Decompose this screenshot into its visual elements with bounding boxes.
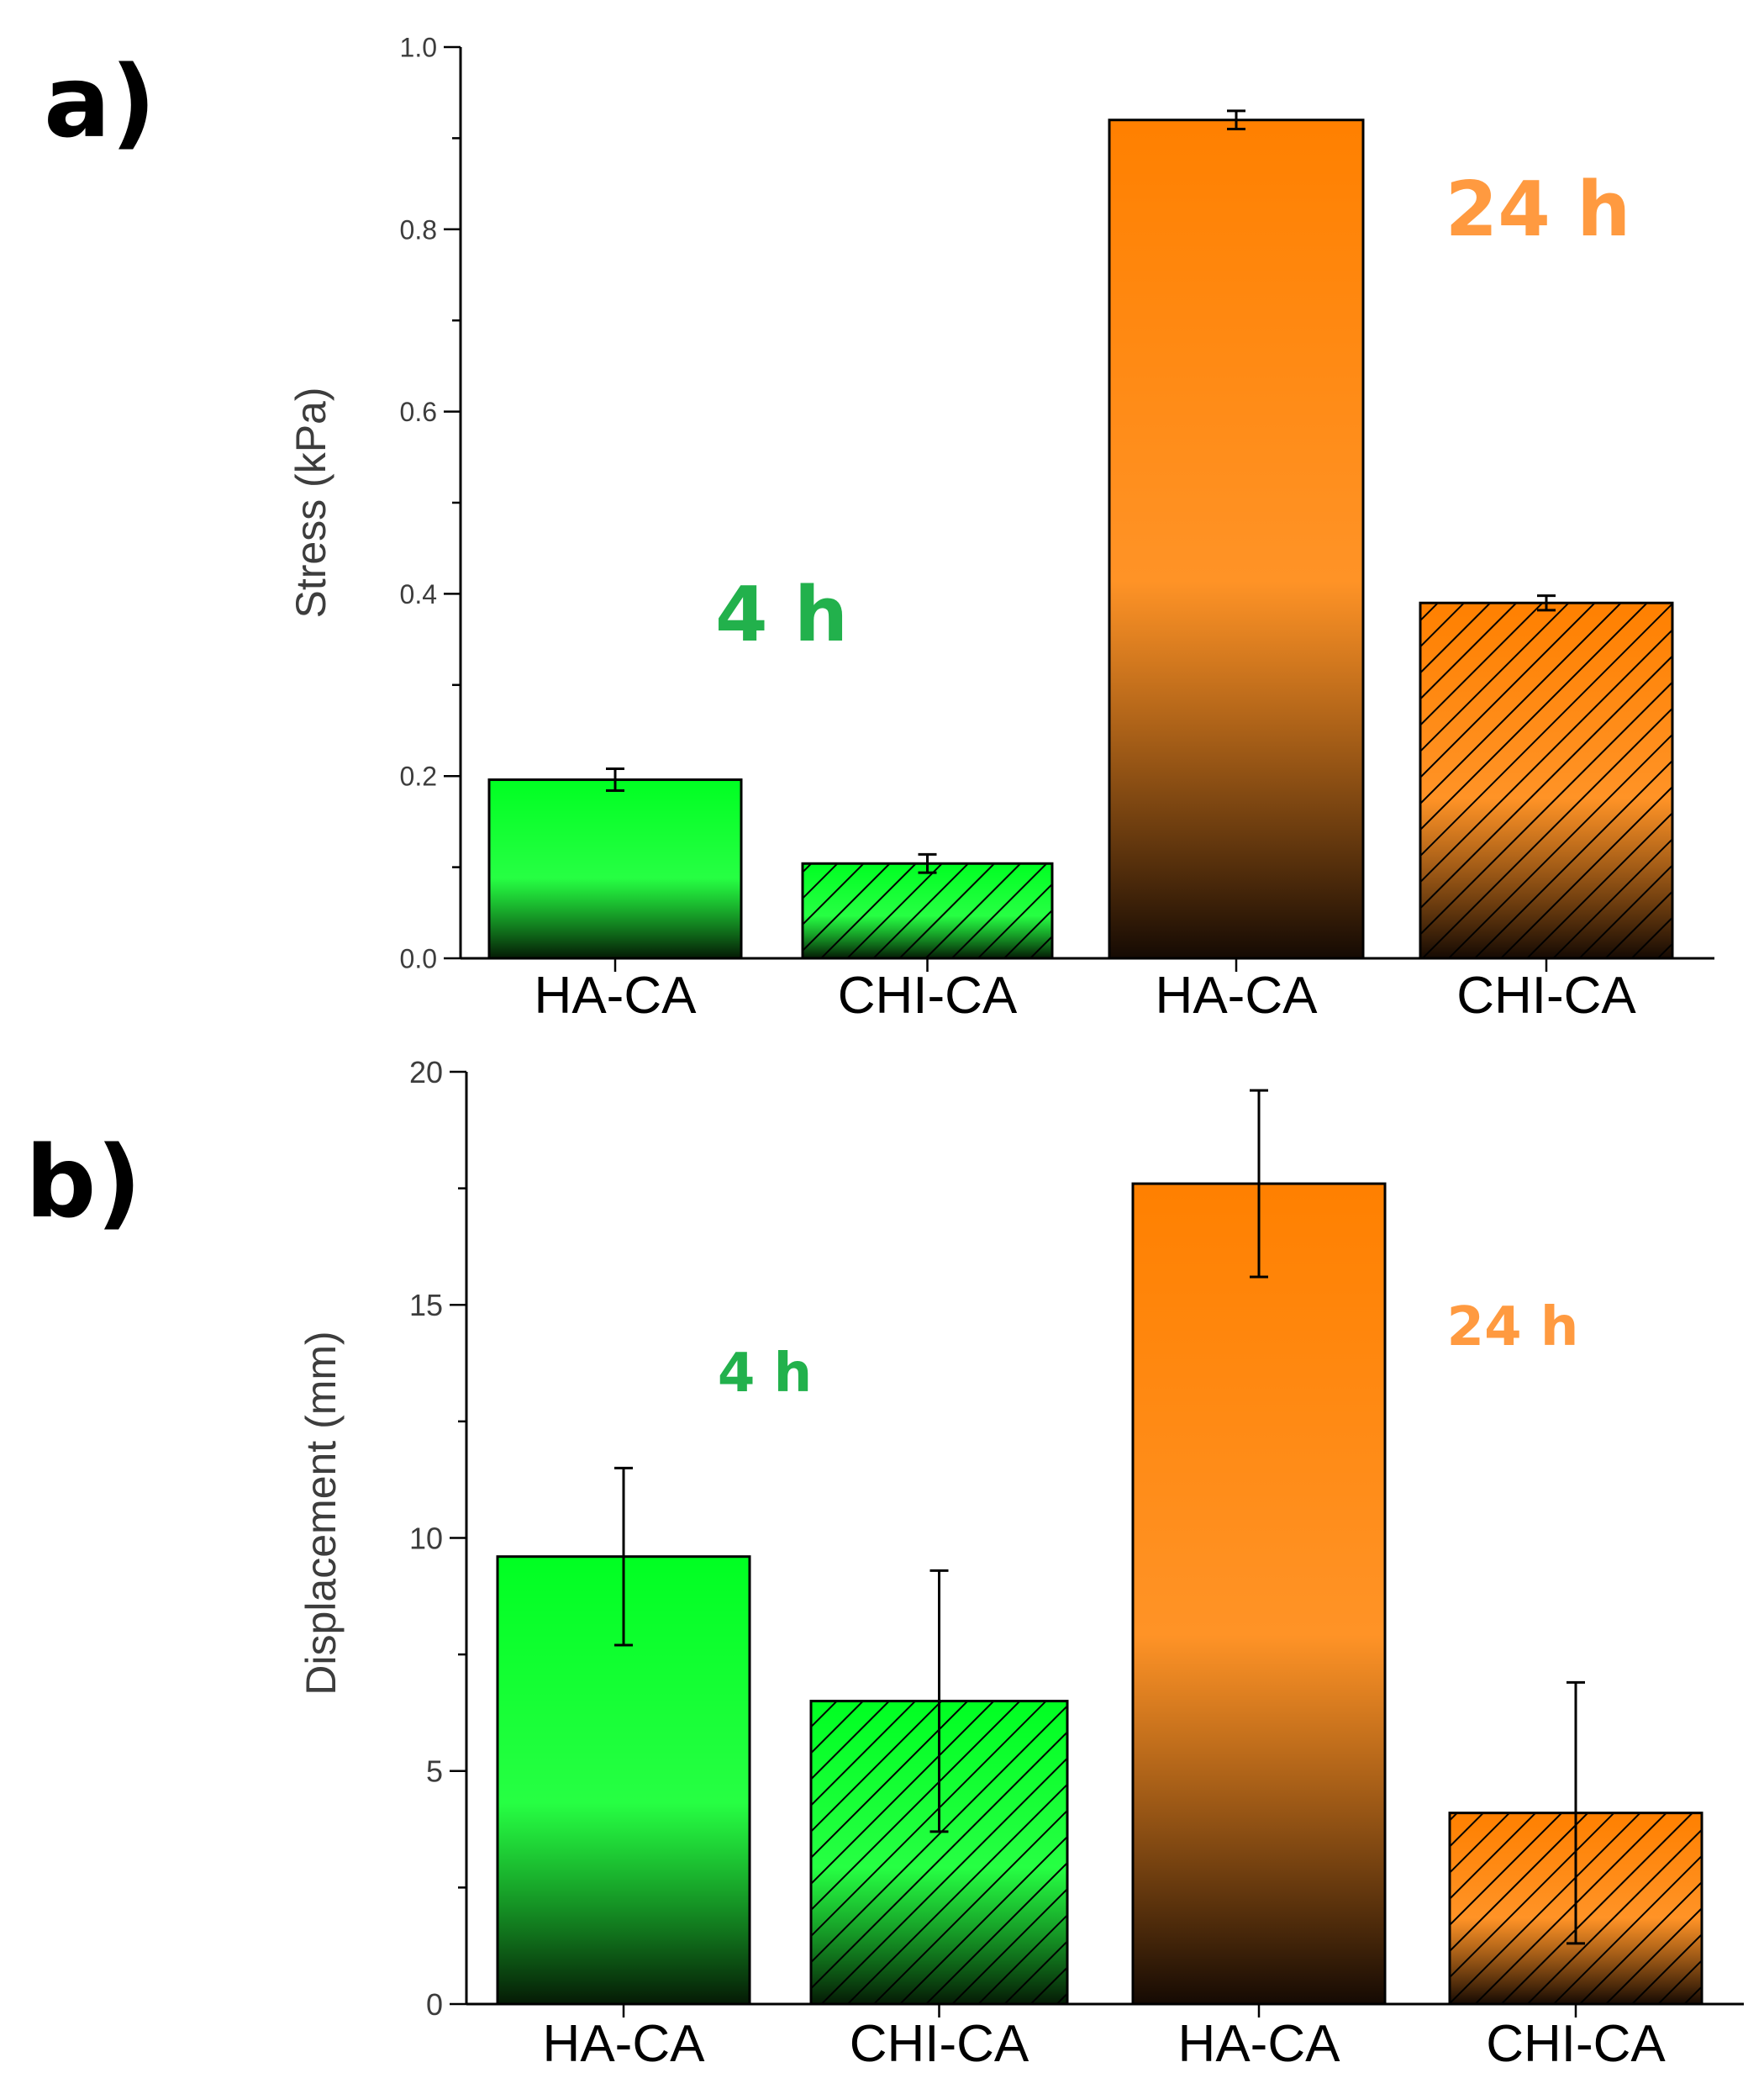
x-tick-labels-a: HA-CA CHI-CA HA-CA CHI-CA bbox=[534, 958, 1636, 1025]
x-tick-label: CHI-CA bbox=[838, 967, 1018, 1025]
y-tick-label: 0.6 bbox=[400, 397, 437, 427]
x-tick-labels-b: HA-CA CHI-CA HA-CA CHI-CA bbox=[543, 2004, 1666, 2073]
panel-label-b: b) bbox=[25, 1124, 141, 1240]
panel-label-a: a) bbox=[44, 44, 156, 160]
annotations-b: 4 h 24 h bbox=[718, 1296, 1579, 1405]
y-tick-label: 0 bbox=[426, 1987, 443, 2022]
group-annotation: 24 h bbox=[1445, 166, 1631, 254]
bar-hatch bbox=[803, 863, 1052, 958]
group-annotation: 24 h bbox=[1447, 1296, 1579, 1358]
x-tick-label: HA-CA bbox=[1156, 967, 1319, 1025]
x-tick-label: HA-CA bbox=[1178, 2015, 1341, 2073]
y-tick-label: 10 bbox=[409, 1521, 443, 1555]
y-tick-label: 5 bbox=[426, 1754, 443, 1789]
y-axis-title-b: Displacement (mm) bbox=[298, 1331, 345, 1695]
y-tick-label: 1.0 bbox=[400, 33, 437, 63]
bar bbox=[1131, 1182, 1387, 2006]
y-tick-label: 0.2 bbox=[400, 762, 437, 792]
bars-a bbox=[487, 109, 1674, 960]
x-tick-label: CHI-CA bbox=[1486, 2015, 1666, 2073]
group-annotation: 4 h bbox=[715, 571, 848, 659]
y-tick-label: 0.8 bbox=[400, 214, 437, 245]
y-axis-title-a: Stress (kPa) bbox=[287, 387, 334, 618]
x-tick-label: CHI-CA bbox=[1456, 967, 1636, 1025]
x-tick-label: CHI-CA bbox=[850, 2015, 1029, 2073]
bars-b bbox=[496, 1089, 1703, 2006]
panel-b: b) Displacement (mm) 0 5 10 15 20 HA-CA CHI-C… bbox=[25, 1055, 1744, 2073]
x-tick-label: HA-CA bbox=[534, 967, 698, 1025]
bar bbox=[487, 778, 743, 960]
bar-hatch bbox=[1420, 603, 1672, 958]
panel-a: a) Stress (kPa) 0.0 0.2 0.4 0.6 0.8 1.0 HA-CA… bbox=[44, 33, 1714, 1025]
annotations-a: 4 h 24 h bbox=[715, 166, 1630, 659]
group-annotation: 4 h bbox=[718, 1342, 812, 1405]
y-tick-label: 0.0 bbox=[400, 944, 437, 974]
y-tick-label: 20 bbox=[409, 1055, 443, 1089]
bar bbox=[1108, 119, 1365, 960]
y-tick-label: 15 bbox=[409, 1288, 443, 1322]
y-tick-label: 0.4 bbox=[400, 579, 437, 609]
x-tick-label: HA-CA bbox=[543, 2015, 706, 2073]
